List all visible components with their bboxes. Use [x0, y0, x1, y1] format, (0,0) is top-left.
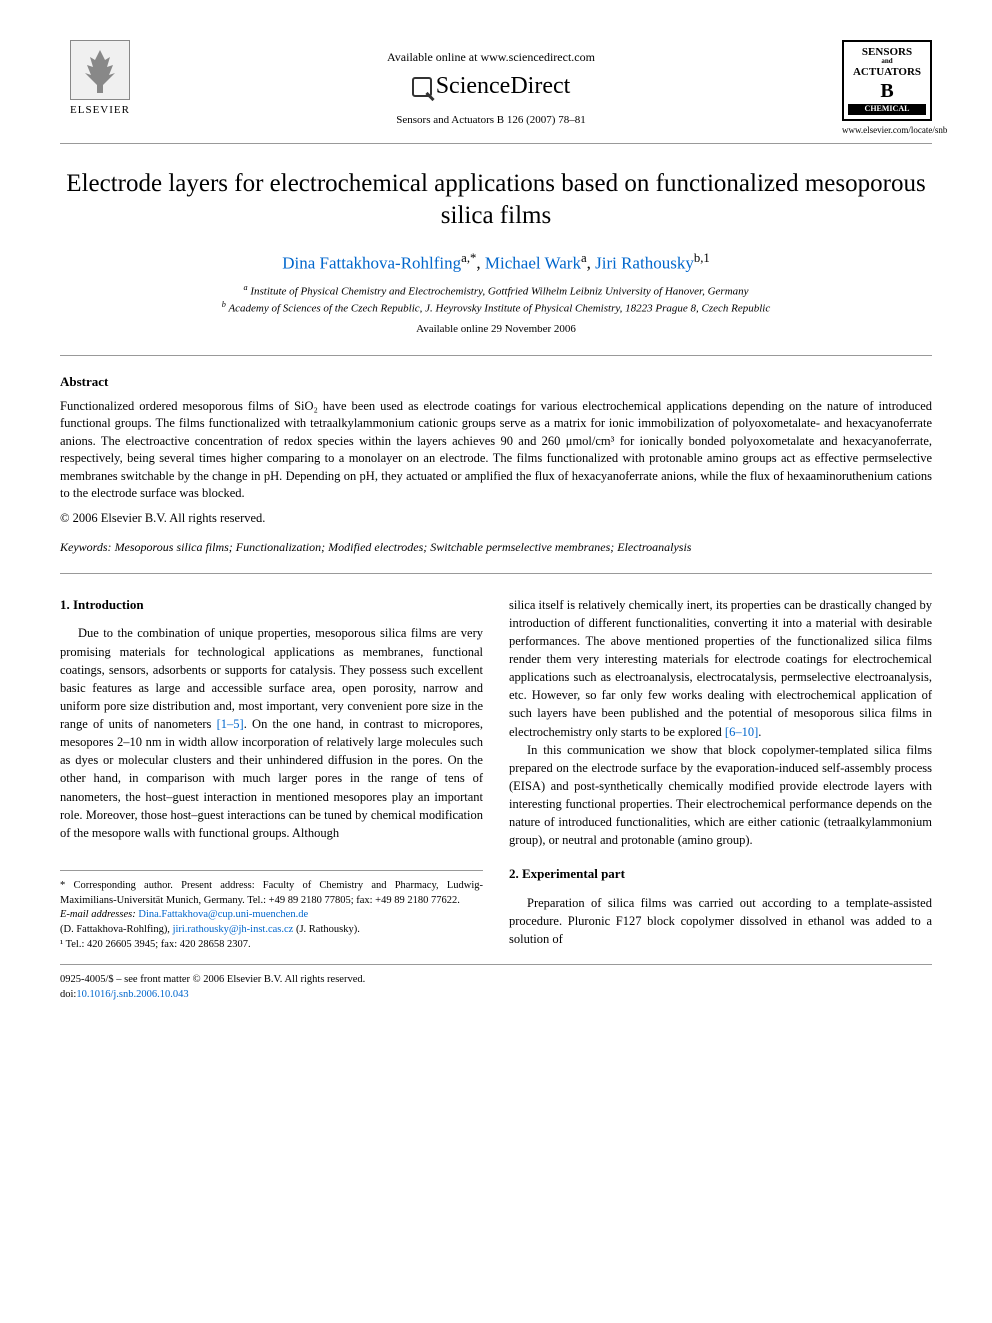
article-title: Electrode layers for electrochemical app… [60, 168, 932, 233]
doi-rule [60, 964, 932, 965]
available-online-text: Available online at www.sciencedirect.co… [140, 50, 842, 65]
page-header: ELSEVIER Available online at www.science… [60, 40, 932, 135]
abstract-copyright: © 2006 Elsevier B.V. All rights reserved… [60, 511, 932, 526]
author-2-sup: a [581, 251, 587, 265]
journal-logo: SENSORS and ACTUATORS B CHEMICAL www.els… [842, 40, 932, 135]
author-3-sup: b,1 [694, 251, 710, 265]
corresponding-author-note: * Corresponding author. Present address:… [60, 879, 483, 908]
col2-paragraph-2: In this communication we show that block… [509, 741, 932, 850]
sciencedirect-logo: ScienceDirect [140, 73, 842, 100]
doi-line-1: 0925-4005/$ – see front matter © 2006 El… [60, 973, 932, 988]
email-names-line: (D. Fattakhova-Rohlfing), jiri.rathousky… [60, 923, 483, 938]
keywords-rule [60, 573, 932, 574]
author-1-sup: a,* [461, 251, 476, 265]
exp-paragraph-1: Preparation of silica films was carried … [509, 894, 932, 948]
email-label: E-mail addresses: [60, 909, 136, 920]
abstract-heading: Abstract [60, 374, 932, 390]
email-2[interactable]: jiri.rathousky@jh-inst.cas.cz [173, 924, 294, 935]
abstract-top-rule [60, 355, 932, 356]
affiliation-a: a Institute of Physical Chemistry and El… [60, 283, 932, 298]
experimental-heading: 2. Experimental part [509, 865, 932, 884]
author-1[interactable]: Dina Fattakhova-Rohlfing [282, 253, 461, 272]
column-right: silica itself is relatively chemically i… [509, 596, 932, 953]
elsevier-logo: ELSEVIER [60, 40, 140, 116]
email-line: E-mail addresses: Dina.Fattakhova@cup.un… [60, 908, 483, 923]
authors-line: Dina Fattakhova-Rohlfinga,*, Michael War… [60, 251, 932, 274]
intro-paragraph-1: Due to the combination of unique propert… [60, 624, 483, 842]
doi-link[interactable]: 10.1016/j.snb.2006.10.043 [76, 989, 188, 1000]
keywords-label: Keywords: [60, 540, 112, 554]
keywords-line: Keywords: Mesoporous silica films; Funct… [60, 540, 932, 555]
abstract-text: Functionalized ordered mesoporous films … [60, 398, 932, 503]
body-columns: 1. Introduction Due to the combination o… [60, 596, 932, 953]
and-word: and [848, 58, 926, 66]
sciencedirect-icon [412, 77, 432, 97]
intro-heading: 1. Introduction [60, 596, 483, 615]
ref-link-6-10[interactable]: [6–10] [725, 725, 758, 739]
actuators-word: ACTUATORS [848, 66, 926, 78]
author-2[interactable]: Michael Wark [485, 253, 581, 272]
doi-line-2: doi:10.1016/j.snb.2006.10.043 [60, 988, 932, 1003]
header-rule [60, 143, 932, 144]
sensors-actuators-box: SENSORS and ACTUATORS B CHEMICAL [842, 40, 932, 121]
column-left: 1. Introduction Due to the combination o… [60, 596, 483, 953]
author-3[interactable]: Jiri Rathousky [595, 253, 694, 272]
ref-link-1-5[interactable]: [1–5] [217, 717, 244, 731]
sciencedirect-text: ScienceDirect [436, 73, 571, 99]
elsevier-tree-icon [70, 40, 130, 100]
sensors-chemical: CHEMICAL [848, 104, 926, 115]
footnotes-block: * Corresponding author. Present address:… [60, 870, 483, 952]
keywords-text: Mesoporous silica films; Functionalizati… [115, 540, 692, 554]
affiliation-b: b Academy of Sciences of the Czech Repub… [60, 300, 932, 315]
available-date: Available online 29 November 2006 [60, 323, 932, 335]
doi-block: 0925-4005/$ – see front matter © 2006 El… [60, 973, 932, 1002]
journal-reference: Sensors and Actuators B 126 (2007) 78–81 [140, 114, 842, 126]
sensors-b: B [848, 80, 926, 102]
journal-url: www.elsevier.com/locate/snb [842, 125, 932, 135]
center-header: Available online at www.sciencedirect.co… [140, 40, 842, 126]
email-1[interactable]: Dina.Fattakhova@cup.uni-muenchen.de [138, 909, 308, 920]
elsevier-label: ELSEVIER [60, 104, 140, 116]
footnote-1: ¹ Tel.: 420 26605 3945; fax: 420 28658 2… [60, 938, 483, 953]
col2-paragraph-1: silica itself is relatively chemically i… [509, 596, 932, 741]
